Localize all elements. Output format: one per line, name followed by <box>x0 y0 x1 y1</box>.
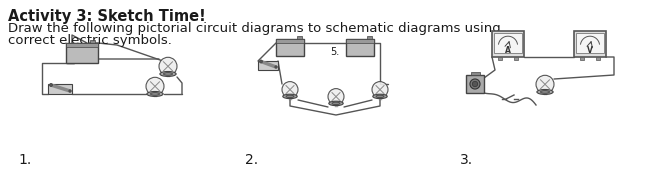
Ellipse shape <box>376 95 384 98</box>
Bar <box>367 36 371 39</box>
Circle shape <box>282 82 298 98</box>
Circle shape <box>372 82 388 98</box>
Circle shape <box>275 66 277 68</box>
Circle shape <box>259 60 263 63</box>
Bar <box>297 36 302 39</box>
Text: 3.: 3. <box>460 153 473 167</box>
Circle shape <box>470 79 480 89</box>
Ellipse shape <box>164 73 172 75</box>
Bar <box>498 57 502 60</box>
Ellipse shape <box>160 71 176 76</box>
Circle shape <box>472 81 477 87</box>
Bar <box>494 33 522 53</box>
Bar <box>66 43 98 47</box>
Bar <box>276 39 304 56</box>
Bar <box>596 57 600 60</box>
Ellipse shape <box>283 94 297 99</box>
Ellipse shape <box>537 89 553 94</box>
Circle shape <box>536 75 554 93</box>
Ellipse shape <box>332 102 340 105</box>
Bar <box>470 72 479 75</box>
Text: correct electric symbols.: correct electric symbols. <box>8 34 172 47</box>
Bar <box>346 39 374 42</box>
Bar <box>466 75 484 93</box>
Text: Draw the following pictorial circuit diagrams to schematic diagrams using: Draw the following pictorial circuit dia… <box>8 22 501 35</box>
Bar <box>574 31 606 57</box>
Text: V: V <box>587 46 593 55</box>
Circle shape <box>69 90 71 92</box>
Ellipse shape <box>540 91 550 93</box>
Bar <box>276 39 304 42</box>
Bar <box>258 61 278 70</box>
Bar <box>580 57 584 60</box>
Ellipse shape <box>147 91 163 96</box>
Bar <box>346 39 374 56</box>
Circle shape <box>50 84 52 87</box>
Text: 5.: 5. <box>330 47 339 57</box>
Ellipse shape <box>373 94 387 99</box>
Circle shape <box>146 77 164 95</box>
Bar <box>514 57 518 60</box>
Text: Activity 3: Sketch Time!: Activity 3: Sketch Time! <box>8 9 206 24</box>
Circle shape <box>159 57 177 75</box>
Bar <box>576 33 604 53</box>
Ellipse shape <box>329 101 343 106</box>
Bar <box>90 40 96 43</box>
Bar <box>48 84 72 94</box>
Bar <box>66 43 98 63</box>
Text: A: A <box>505 46 511 55</box>
Ellipse shape <box>151 93 160 95</box>
Circle shape <box>328 89 344 105</box>
Text: 1.: 1. <box>18 153 31 167</box>
Text: 2.: 2. <box>245 153 258 167</box>
Bar <box>492 31 524 57</box>
Ellipse shape <box>286 95 294 98</box>
